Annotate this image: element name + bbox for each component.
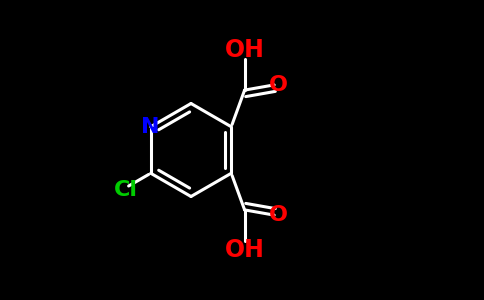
Text: N: N — [141, 117, 160, 137]
Text: O: O — [269, 75, 288, 95]
Text: OH: OH — [225, 38, 265, 62]
Text: OH: OH — [225, 238, 265, 262]
Text: Cl: Cl — [114, 180, 138, 200]
Text: O: O — [269, 205, 288, 225]
